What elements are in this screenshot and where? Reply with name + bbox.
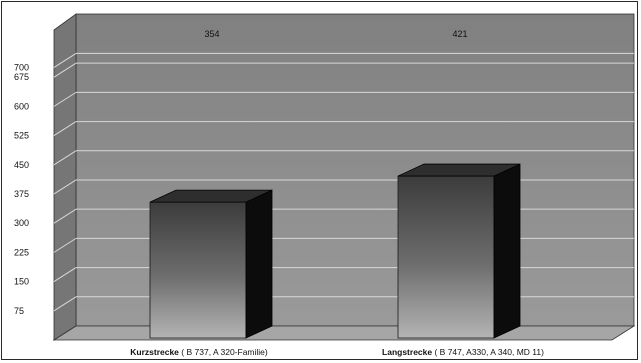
bar-front [149, 201, 247, 339]
category-label: Kurzstrecke ( B 737, A 320-Familie) [130, 347, 268, 357]
y-tick-label: 450 [14, 160, 29, 170]
y-tick-label: 525 [14, 131, 29, 141]
y-tick-label: 675 [14, 72, 29, 82]
gridline-side [53, 121, 77, 136]
bar-front [397, 175, 495, 339]
bar-value-label: 421 [452, 29, 467, 39]
y-tick-label: 75 [14, 306, 24, 316]
category-label: Langstrecke ( B 747, A330, A 340, MD 11) [382, 347, 544, 357]
y-tick-label: 375 [14, 189, 29, 199]
gridline-side [53, 179, 77, 195]
bar-side [493, 163, 521, 339]
y-tick-label: 150 [14, 277, 29, 287]
bar-top [397, 163, 521, 177]
gridline-side [53, 62, 77, 78]
bar-top [149, 189, 273, 203]
gridline-side [53, 237, 77, 253]
side-wall-face [53, 13, 77, 341]
gridline-side [53, 267, 77, 283]
gridline-side [53, 91, 77, 107]
gridline-side [53, 150, 77, 166]
y-tick-label: 300 [14, 218, 29, 228]
gridline-side [53, 208, 77, 224]
y-tick-label: 225 [14, 247, 29, 257]
gridline-side [53, 53, 77, 68]
gridline-side [53, 296, 77, 312]
floor [52, 325, 636, 341]
y-tick-label: 600 [14, 101, 29, 111]
bar-side [245, 189, 273, 339]
bar-value-label: 354 [204, 29, 219, 39]
y-tick-label: 700 [14, 62, 29, 72]
